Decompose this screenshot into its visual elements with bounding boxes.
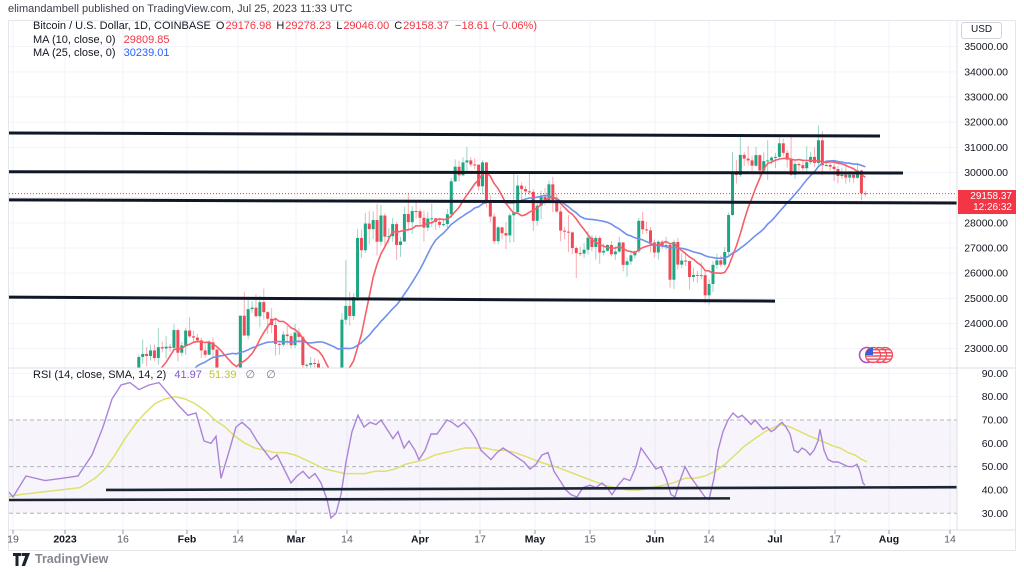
rsi-legend-row: RSI (14, close, SMA, 14, 2) 41.97 51.39 … xyxy=(33,368,280,381)
time-axis-label: 14 xyxy=(232,534,244,546)
high-value: 29278.23 xyxy=(285,20,332,32)
price-axis-label: 32000.00 xyxy=(964,117,1008,129)
ma10-label: MA (10, close, 0) xyxy=(33,33,116,46)
price-axis-label: 26000.00 xyxy=(964,268,1008,280)
time-axis-label: 14 xyxy=(944,534,956,546)
rsi-layer xyxy=(9,381,957,520)
rsi-gridlines xyxy=(9,372,957,514)
low-value: 29046.00 xyxy=(343,20,390,32)
rsi-axis-label: 40.00 xyxy=(982,484,1008,496)
rsi-axis-label: 90.00 xyxy=(982,368,1008,380)
rsi-sma-value: 51.39 xyxy=(208,369,237,381)
rsi-axis-label: 70.00 xyxy=(982,414,1008,426)
symbol-title: Bitcoin / U.S. Dollar, 1D, COINBASE xyxy=(33,20,211,32)
time-axis-label: 19 xyxy=(7,534,19,546)
price-axis-label: 31000.00 xyxy=(964,142,1008,154)
economic-event-flags xyxy=(858,346,894,364)
price-axis-label: 25000.00 xyxy=(964,293,1008,305)
high-label: H xyxy=(276,20,285,32)
currency-toggle-button[interactable]: USD xyxy=(961,22,1003,39)
price-axis-label: 27000.00 xyxy=(964,243,1008,255)
price-axis-label: 34000.00 xyxy=(964,66,1008,78)
time-axis-label: 16 xyxy=(117,534,129,546)
ma25-label: MA (25, close, 0) xyxy=(33,46,116,59)
time-axis-label: 2023 xyxy=(53,534,77,546)
chart-widget-frame xyxy=(8,20,1016,551)
price-axis-label: 35000.00 xyxy=(964,41,1008,53)
rsi-line xyxy=(9,381,866,520)
last-price-label: 29158.37 12:26:32 xyxy=(958,190,1016,214)
price-axis-label: 28000.00 xyxy=(964,217,1008,229)
last-price-value: 29158.37 xyxy=(970,191,1012,202)
tradingview-logo-text: TradingView xyxy=(35,552,109,566)
time-axis-label: Apr xyxy=(411,534,429,546)
ma25-value: 30239.01 xyxy=(123,46,170,59)
time-axis-label: Aug xyxy=(879,534,899,546)
rsi-axis-label: 60.00 xyxy=(982,438,1008,450)
time-axis-label: 17 xyxy=(474,534,486,546)
ma10-line xyxy=(160,157,866,368)
rsi-axis-label: 80.00 xyxy=(982,391,1008,403)
tradingview-logo-icon xyxy=(13,552,30,566)
close-value: 29158.37 xyxy=(403,20,450,32)
symbol-legend-row: Bitcoin / U.S. Dollar, 1D, COINBASE O2917… xyxy=(33,20,537,32)
price-axis-label: 30000.00 xyxy=(964,167,1008,179)
price-axis-label: 33000.00 xyxy=(964,91,1008,103)
time-scale-labels: 19 2023 16 Feb 14 Mar 14 Apr 17 May 15 Jun 14 Jul 17 Au… xyxy=(7,530,956,546)
rsi-label: RSI (14, close, SMA, 14, 2) xyxy=(33,369,167,381)
rsi-sma-line xyxy=(9,395,868,498)
low-label: L xyxy=(336,20,343,32)
time-axis-label: Mar xyxy=(287,534,306,546)
rsi-axis-label: 50.00 xyxy=(982,461,1008,473)
time-axis-label: 14 xyxy=(341,534,353,546)
trendlines-layer xyxy=(8,131,958,303)
time-axis-label: Jun xyxy=(646,534,665,546)
time-axis-label: May xyxy=(525,534,546,546)
close-label: C xyxy=(394,20,403,32)
price-axis-label: 23000.00 xyxy=(964,343,1008,355)
rsi-axis-label: 30.00 xyxy=(982,508,1008,520)
rsi-empty-flags: ∅ ∅ xyxy=(245,369,280,381)
open-value: 29176.98 xyxy=(225,20,272,32)
bar-countdown: 12:26:32 xyxy=(973,202,1012,213)
ma25-legend-row: MA (25, close, 0) 30239.01 xyxy=(33,47,170,59)
pane-borders xyxy=(8,21,1015,531)
tradingview-branding[interactable]: TradingView xyxy=(13,552,108,566)
price-axis-label: 24000.00 xyxy=(964,318,1008,330)
rsi-value: 41.97 xyxy=(174,369,202,381)
open-label: O xyxy=(215,20,225,32)
price-gridlines xyxy=(9,46,957,350)
candles-layer xyxy=(137,125,867,368)
time-axis-label: 14 xyxy=(703,534,715,546)
change-value: −18.61 (−0.06%) xyxy=(455,20,537,32)
time-axis-label: 17 xyxy=(829,534,841,546)
vertical-gridlines xyxy=(12,21,951,530)
ma10-value: 29809.85 xyxy=(123,33,170,46)
time-axis-label: 15 xyxy=(584,534,596,546)
price-scale-labels: 35000.00 34000.00 33000.00 32000.00 31000.00… xyxy=(964,41,1008,520)
publish-line: elimandambell published on TradingView.c… xyxy=(8,3,353,15)
time-axis-label: Feb xyxy=(178,534,197,546)
ma10-legend-row: MA (10, close, 0) 29809.85 xyxy=(33,34,170,46)
time-axis-label: Jul xyxy=(767,534,782,546)
